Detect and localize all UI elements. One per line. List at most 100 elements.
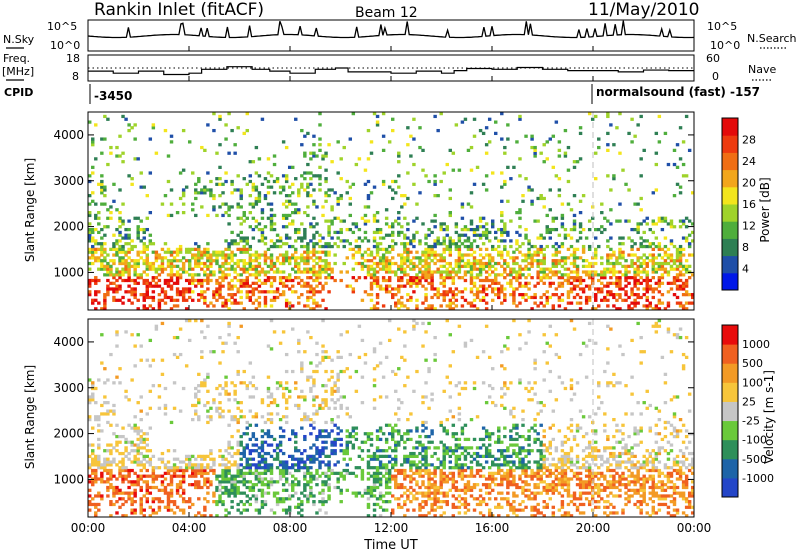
power-cell — [515, 242, 519, 246]
power-cell — [594, 247, 598, 251]
velocity-cell — [378, 480, 383, 484]
power-cell — [303, 188, 307, 192]
velocity-cell — [248, 468, 253, 473]
power-cell — [94, 216, 98, 220]
power-cell — [154, 151, 159, 155]
power-cell — [639, 264, 643, 268]
power-cell — [557, 244, 562, 249]
velocity-cell — [175, 505, 180, 509]
velocity-cell — [94, 463, 98, 467]
power-cell — [657, 298, 662, 302]
velocity-cell — [124, 500, 128, 504]
power-cell — [687, 253, 692, 257]
power-cell — [472, 230, 477, 235]
power-cell — [600, 287, 604, 291]
power-cell — [103, 298, 107, 302]
velocity-cell — [375, 480, 380, 484]
velocity-cell — [397, 505, 401, 509]
velocity-cell — [187, 505, 192, 509]
velocity-cell — [254, 477, 259, 481]
velocity-cell — [154, 327, 159, 331]
power-cell — [469, 205, 474, 209]
velocity-cell — [321, 471, 325, 475]
velocity-cell — [175, 474, 180, 478]
power-cell — [318, 264, 322, 268]
power-cell — [257, 196, 262, 201]
power-cell — [309, 284, 313, 288]
power-cell — [136, 225, 140, 229]
velocity-cell — [324, 440, 328, 444]
velocity-cell — [88, 398, 92, 402]
power-cell — [666, 253, 671, 257]
velocity-cell — [327, 406, 331, 410]
velocity-cell — [197, 480, 201, 484]
velocity-cell — [403, 514, 407, 518]
velocity-cell — [160, 358, 165, 362]
power-cell — [400, 205, 404, 209]
power-cell — [657, 242, 662, 246]
power-cell — [469, 287, 474, 291]
power-cell — [294, 264, 298, 268]
power-cell — [212, 194, 216, 198]
velocity-cell — [421, 474, 425, 478]
power-cell — [221, 253, 225, 257]
velocity-cell — [139, 434, 143, 439]
colorbar-tick-label: 20 — [742, 177, 756, 190]
power-cell — [442, 247, 446, 251]
power-cell — [391, 179, 395, 184]
power-cell — [136, 273, 140, 277]
velocity-cell — [239, 440, 243, 444]
velocity-cell — [309, 485, 313, 490]
velocity-cell — [409, 429, 413, 433]
velocity-cell — [260, 443, 265, 447]
power-cell — [542, 253, 546, 257]
power-cell — [112, 276, 116, 280]
power-cell — [433, 194, 437, 198]
power-cell — [430, 250, 434, 254]
velocity-cell — [142, 474, 146, 478]
power-cell — [309, 256, 313, 260]
velocity-cell — [200, 463, 204, 467]
power-cell — [91, 227, 95, 232]
velocity-cell — [287, 471, 292, 475]
power-cell — [315, 242, 319, 246]
power-cell — [587, 219, 592, 223]
power-cell — [194, 264, 198, 268]
power-cell — [166, 295, 171, 300]
power-cell — [433, 239, 437, 243]
power-cell — [360, 216, 365, 220]
power-cell — [609, 261, 613, 266]
power-cell — [624, 273, 628, 277]
power-cell — [242, 270, 246, 274]
power-cell — [187, 278, 192, 283]
power-cell — [300, 128, 304, 133]
velocity-cell — [415, 426, 419, 430]
velocity-cell — [324, 355, 328, 359]
power-cell — [584, 301, 589, 305]
velocity-cell — [206, 372, 210, 376]
power-cell — [200, 188, 204, 192]
velocity-cell — [403, 432, 407, 436]
velocity-cell — [88, 502, 92, 507]
velocity-cell — [433, 358, 437, 362]
power-cell — [321, 244, 325, 249]
power-cell — [118, 261, 122, 266]
power-cell — [251, 182, 256, 186]
power-cell — [554, 227, 559, 232]
power-cell — [633, 267, 637, 271]
power-cell — [94, 250, 98, 254]
power-cell — [427, 307, 431, 311]
power-cell — [487, 267, 492, 271]
power-cell — [218, 177, 222, 181]
power-cell — [145, 278, 149, 283]
power-cell — [494, 247, 498, 251]
power-cell — [384, 259, 389, 263]
power-cell — [206, 304, 210, 308]
power-cell — [487, 117, 492, 121]
velocity-cell — [236, 401, 240, 405]
velocity-cell — [278, 384, 283, 388]
power-cell — [600, 230, 604, 235]
power-cell — [648, 284, 652, 288]
velocity-cell — [121, 514, 125, 518]
power-cell — [597, 145, 601, 150]
